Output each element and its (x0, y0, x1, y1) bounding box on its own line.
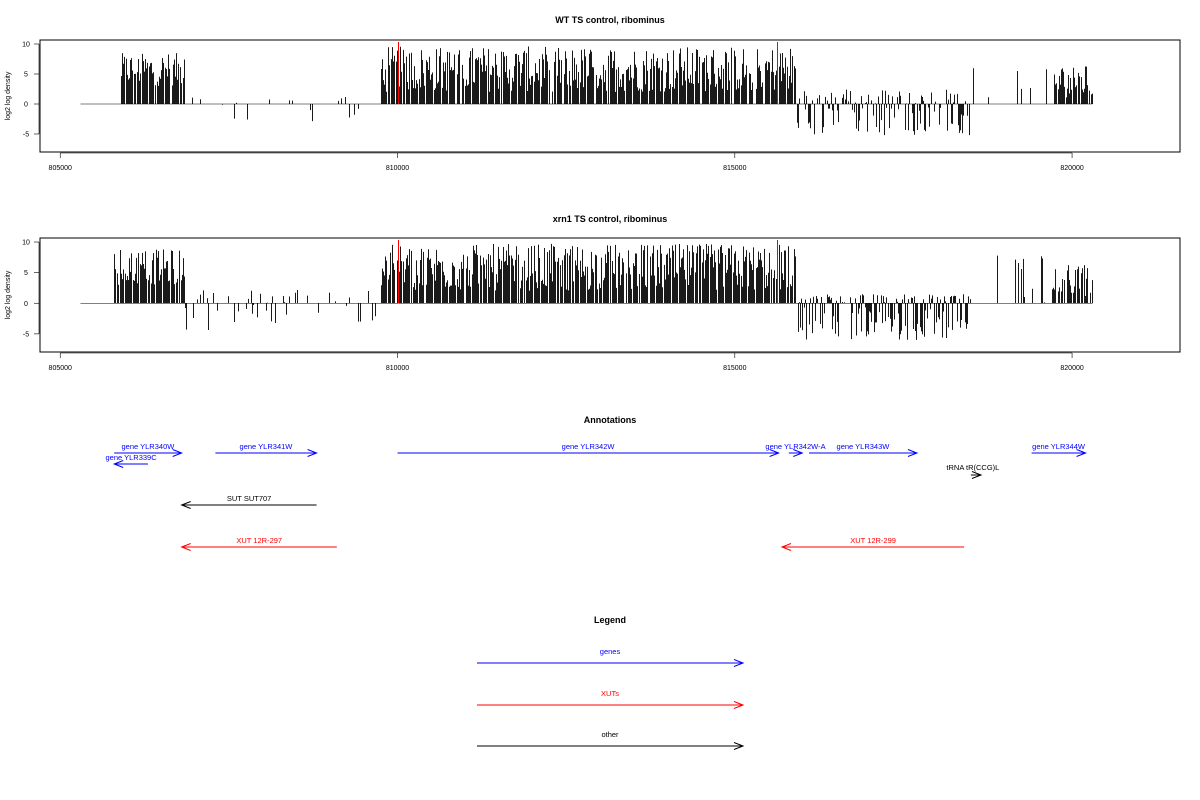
xrn1-signal-bars (80, 243, 1093, 340)
wt-marker-lines (398, 42, 778, 104)
wt-y-tick-label: 0 (24, 102, 28, 109)
wt-y-tick-label: 5 (24, 72, 28, 79)
xrn1-y-axis-label: log2 log density (5, 270, 12, 319)
annotation-arrow (114, 449, 184, 457)
annotation-arrow (1031, 449, 1087, 457)
annotation-label: tRNA tR(CCG)L (946, 463, 999, 472)
xrn1-x-axis: 805000 810000 815000 820000 (49, 352, 1084, 372)
annotation-label: gene YLR344W (1032, 442, 1086, 451)
legend-arrow (477, 659, 745, 667)
legend-arrow (477, 701, 745, 709)
xrn1-y-tick-label: -5 (23, 331, 29, 338)
annotation-label: gene YLR340W (122, 442, 176, 451)
wt-panel-title: WT TS control, ribominus (555, 15, 665, 25)
annotation-arrow-head (172, 449, 184, 457)
annotation-arrow-head (180, 501, 191, 509)
xrn1-x-tick-label: 815000 (723, 365, 746, 372)
annotation-arrow-head (793, 449, 804, 457)
annotation-arrow (112, 460, 148, 468)
xrn1-y-tick-label: 5 (24, 270, 28, 277)
annotation-label: gene YLR339C (105, 453, 157, 462)
annotation-label: gene YLR343W (837, 442, 891, 451)
wt-y-tick-label: 10 (22, 42, 30, 49)
wt-x-tick-label: 805000 (49, 165, 72, 172)
annotation-arrow-head (780, 543, 792, 551)
legend-label: genes (600, 647, 621, 656)
wt-x-tick-label: 815000 (723, 165, 746, 172)
annotation-arrow-head (769, 449, 781, 457)
wt-y-axis-label: log2 log density (5, 71, 12, 120)
annotation-label: gene YLR341W (240, 442, 294, 451)
wt-y-axis: -5 0 5 10 (22, 42, 40, 139)
annotation-arrow-head (971, 471, 983, 479)
xrn1-x-tick-label: 810000 (386, 365, 409, 372)
annotation-arrows: gene YLR340W gene YLR339C gene YLR341W gene… (105, 442, 1087, 551)
legend-panel: Legend genes XUTs other (477, 615, 745, 750)
legend-arrow-head (733, 659, 745, 667)
annotation-arrow-head (907, 449, 919, 457)
annotation-arrow (780, 543, 965, 551)
xrn1-y-axis: -5 0 5 10 (22, 240, 40, 338)
wt-y-tick-label: -5 (23, 132, 29, 139)
legend-arrow-head (733, 701, 745, 709)
legend-title: Legend (594, 615, 626, 625)
wt-x-tick-label: 820000 (1060, 165, 1083, 172)
annotation-arrow (180, 543, 337, 551)
annotation-label: gene YLR342W (562, 442, 616, 451)
annotation-label: XUT 12R-297 (236, 536, 282, 545)
annotation-arrow (788, 449, 804, 457)
annotation-arrow (215, 449, 318, 457)
annotation-arrow (397, 449, 781, 457)
annotation-arrow (180, 501, 317, 509)
annotations-title: Annotations (584, 415, 637, 425)
annotation-arrow-head (307, 449, 318, 457)
xrn1-x-tick-label: 820000 (1060, 365, 1083, 372)
legend-label: XUTs (601, 689, 619, 698)
xrn1-marker-lines (398, 240, 778, 304)
annotation-arrow (808, 449, 919, 457)
xrn1-track-panel: xrn1 TS control, ribominus log2 log dens… (5, 214, 1181, 372)
xrn1-plot-frame (39, 237, 1181, 353)
wt-x-axis: 805000 810000 815000 820000 (49, 152, 1084, 172)
annotation-label: SUT SUT707 (227, 494, 271, 503)
legend-entries: genes XUTs other (477, 647, 745, 750)
annotation-arrow-head (112, 460, 124, 468)
annotation-arrow-head (180, 543, 191, 551)
wt-plot-frame (39, 39, 1181, 153)
xrn1-y-tick-label: 10 (22, 240, 30, 247)
annotation-arrow-head (1076, 449, 1087, 457)
xrn1-x-tick-label: 805000 (49, 365, 72, 372)
legend-label: other (601, 730, 619, 739)
annotation-label: XUT 12R-299 (850, 536, 896, 545)
wt-signal-bars (80, 46, 1093, 136)
annotation-arrow (970, 471, 983, 479)
wt-x-tick-label: 810000 (386, 165, 409, 172)
legend-arrow-head (733, 742, 745, 750)
legend-arrow (477, 742, 745, 750)
xrn1-y-tick-label: 0 (24, 301, 28, 308)
xrn1-panel-title: xrn1 TS control, ribominus (553, 214, 668, 224)
annotation-label: gene YLR342W-A (765, 442, 825, 451)
wt-track-panel: WT TS control, ribominus log2 log densit… (5, 15, 1181, 172)
